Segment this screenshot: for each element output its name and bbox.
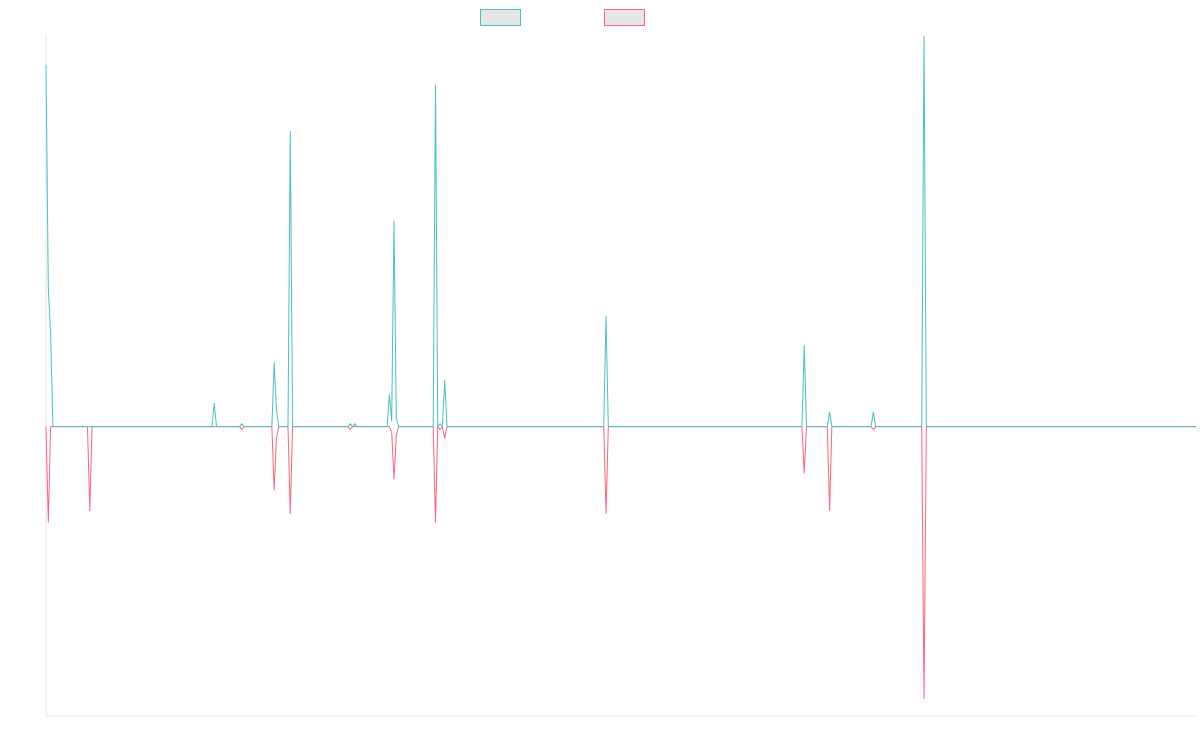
legend-item-2[interactable]: [604, 9, 645, 26]
legend-swatch-2: [604, 9, 645, 26]
series-line-2: [45, 426, 1196, 700]
series-line-1: [45, 35, 1196, 428]
plot-area: [45, 35, 1196, 717]
series-layer: [45, 35, 1196, 700]
legend-swatch-1: [480, 9, 521, 26]
legend-item-1[interactable]: [480, 9, 521, 26]
legend: [480, 9, 645, 26]
